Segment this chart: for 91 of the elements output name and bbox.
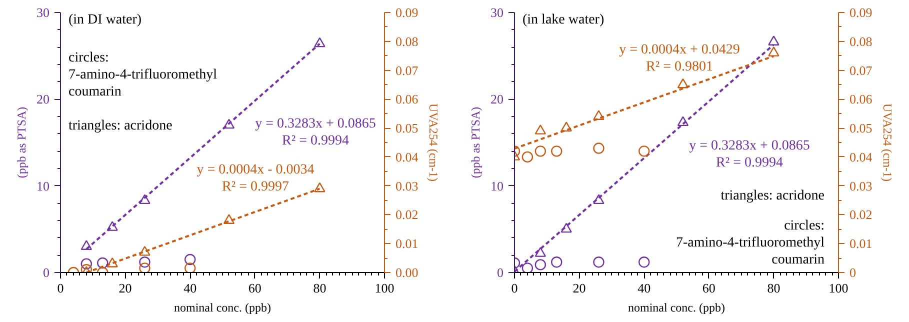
- annotation: triangles: acridone: [68, 118, 172, 134]
- y2-tick-label: 0.08: [396, 34, 418, 49]
- annotation: circles: 7-amino-4-trifluoromethyl coumarin: [676, 218, 825, 268]
- x-tick-label: 40: [638, 280, 651, 296]
- annotation: circles: 7-amino-4-trifluoromethyl coumarin: [68, 50, 218, 100]
- annotation: y = 0.3283x + 0.0865 R² = 0.9994: [255, 116, 376, 148]
- point: [314, 182, 326, 192]
- point: [534, 259, 546, 270]
- point: [534, 247, 546, 257]
- point: [223, 214, 235, 224]
- point: [139, 256, 150, 268]
- y-tick-label: 30: [36, 5, 50, 20]
- point: [638, 146, 650, 157]
- annotation: y = 0.0004x - 0.0034 R² = 0.9997: [196, 162, 314, 194]
- y2-tick-label: 0.05: [396, 120, 418, 136]
- y-tick-label: 20: [490, 92, 504, 107]
- y2-tick-label: 0.02: [396, 207, 418, 222]
- y2-tick-label: 0.07: [850, 62, 873, 78]
- y2-tick-label: 0.06: [850, 92, 873, 107]
- y2-tick-label: 0.07: [396, 62, 419, 78]
- x-tick-label: 0: [57, 280, 64, 296]
- y-tick-label: 0: [497, 265, 504, 280]
- point: [184, 262, 196, 272]
- point: [80, 258, 92, 270]
- y2-axis-title: UVA254 (cm-1): [426, 103, 440, 182]
- x-tick-label: 60: [702, 280, 716, 296]
- x-tick-label: 40: [184, 280, 197, 296]
- point: [139, 246, 150, 256]
- point: [638, 256, 650, 268]
- point: [139, 194, 150, 204]
- point: [768, 46, 780, 56]
- x-tick-label: 20: [118, 280, 132, 296]
- x-tick-label: 100: [374, 280, 394, 296]
- annotation: y = 0.3283x + 0.0865 R² = 0.9994: [689, 138, 810, 170]
- point: [184, 254, 196, 266]
- y2-tick-label: 0.06: [396, 92, 419, 107]
- y2-tick-label: 0.09: [396, 5, 418, 20]
- x-tick-label: 80: [313, 280, 326, 296]
- point: [106, 221, 118, 231]
- y2-tick-label: 0.05: [850, 120, 872, 136]
- y-tick-label: 10: [490, 178, 504, 194]
- annotation: triangles: acridone: [720, 188, 825, 204]
- x-tick-label: 80: [767, 280, 780, 296]
- y2-tick-label: 0.03: [396, 178, 418, 194]
- x-tick-label: 20: [572, 280, 586, 296]
- point: [560, 222, 572, 233]
- x-axis-title: nominal conc. (ppb): [174, 300, 271, 314]
- y2-axis-title: UVA254 (cm-1): [880, 103, 894, 182]
- y-tick-label: 0: [43, 265, 50, 280]
- point: [593, 142, 604, 154]
- point: [560, 122, 572, 132]
- y-axis-title: (ppb as PTSA): [14, 106, 28, 178]
- point: [534, 146, 546, 157]
- y-axis-title: (ppb as PTSA): [468, 106, 482, 178]
- y2-tick-label: 0.08: [850, 34, 872, 49]
- annotation: (in DI water): [68, 12, 142, 28]
- y2-tick-label: 0.02: [850, 207, 872, 222]
- point: [97, 257, 108, 269]
- point: [106, 257, 118, 268]
- point: [551, 146, 562, 157]
- point: [522, 262, 534, 272]
- y2-tick-label: 0.04: [850, 149, 873, 164]
- x-tick-label: 100: [828, 280, 848, 296]
- x-axis-title: nominal conc. (ppb): [628, 300, 725, 314]
- annotation: (in lake water): [522, 12, 604, 28]
- point: [768, 36, 780, 46]
- y2-tick-label: 0.00: [396, 265, 418, 280]
- y2-tick-label: 0.01: [850, 236, 872, 252]
- point: [223, 118, 235, 129]
- y2-tick-label: 0: [850, 265, 856, 280]
- point: [677, 116, 689, 126]
- y-tick-label: 20: [36, 92, 50, 107]
- point: [551, 256, 562, 268]
- point: [534, 124, 546, 134]
- point: [314, 37, 326, 48]
- y2-tick-label: 0.01: [396, 236, 418, 252]
- point: [593, 194, 604, 204]
- point: [139, 262, 150, 272]
- y2-tick-label: 0.04: [396, 149, 419, 164]
- point: [593, 256, 604, 268]
- annotation: y = 0.0004x + 0.0429 R² = 0.9801: [619, 42, 740, 74]
- x-tick-label: 0: [511, 280, 518, 296]
- y2-tick-label: 0.03: [850, 178, 872, 194]
- point: [80, 240, 92, 250]
- y-tick-label: 10: [36, 178, 50, 194]
- x-tick-label: 60: [248, 280, 262, 296]
- point: [677, 78, 689, 88]
- y-tick-label: 30: [490, 5, 504, 20]
- point: [593, 110, 604, 120]
- y2-tick-label: 0.09: [850, 5, 872, 20]
- point: [522, 151, 534, 163]
